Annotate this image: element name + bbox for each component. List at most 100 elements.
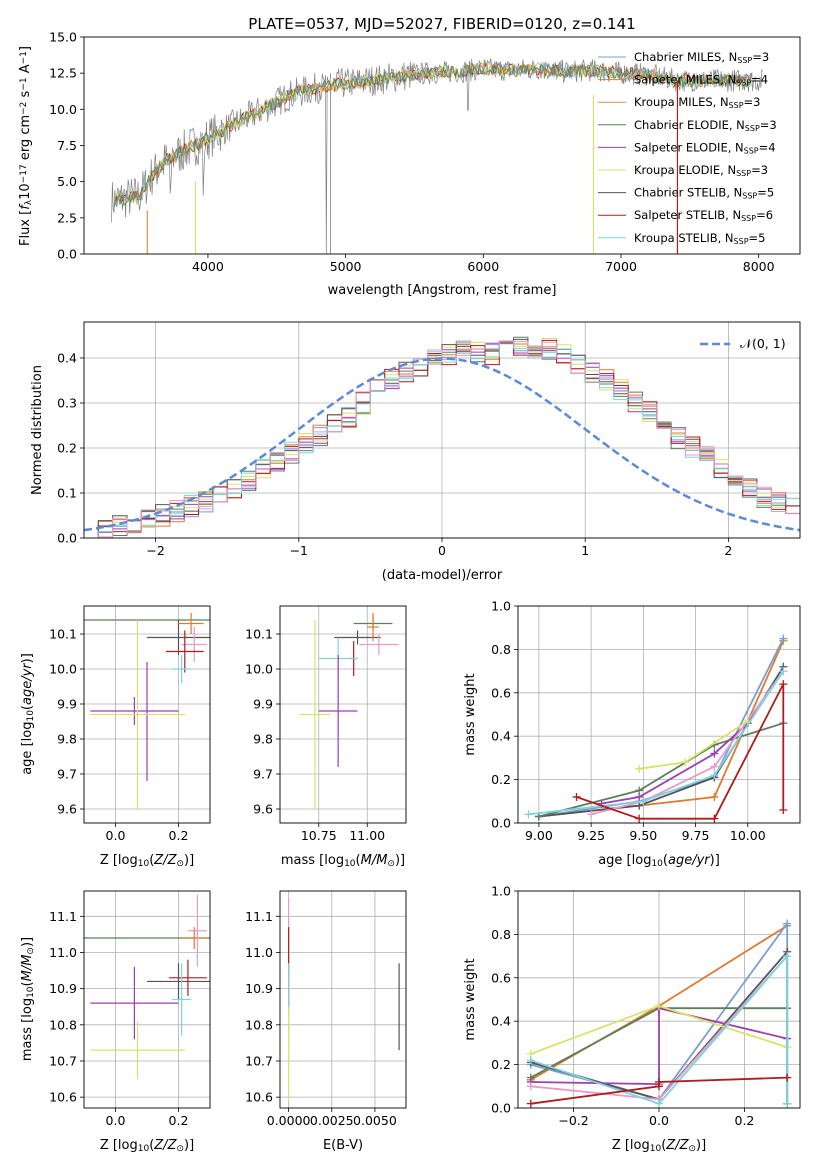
x-tick-label: 0.0050 (353, 1113, 397, 1128)
legend-label: Chabrier ELODIE, NSSP=3 (634, 118, 777, 133)
y-tick-label: 2.5 (57, 210, 77, 225)
x-tick-label: 0.2 (169, 1113, 189, 1128)
legend-label: Kroupa ELODIE, NSSP=3 (634, 163, 768, 178)
model-spectrum (113, 61, 753, 207)
y-tick-label: 11.1 (49, 909, 77, 924)
x-tick-label: 9.25 (577, 828, 605, 843)
y-tick-label: 0.4 (57, 351, 77, 366)
y-axis-label: Flux [fλ10−17 erg cm−2 s−1 A−1] (18, 46, 34, 246)
y-tick-label: 1.0 (491, 599, 511, 614)
errorbar-point (169, 959, 207, 996)
series-path (530, 953, 789, 1105)
y-tick-label: 9.7 (57, 767, 77, 782)
axes-frame-mass-weight-vs-age (517, 605, 801, 824)
series-marker (710, 762, 719, 771)
y-tick-label: 0.6 (491, 970, 511, 985)
y-tick-label: 0.2 (491, 1057, 511, 1072)
axes-age-vs-Z (80, 605, 211, 827)
y-tick-label: 10.7 (49, 1053, 77, 1068)
errorbar-point (147, 620, 210, 655)
series-path (590, 670, 785, 816)
series-marker (635, 814, 644, 823)
x-tick-label: 0.0025 (310, 1113, 354, 1128)
series-marker (783, 1073, 792, 1082)
errorbar-point (90, 1021, 185, 1080)
y-tick-label: 10.1 (245, 627, 273, 642)
y-tick-label: 9.9 (57, 697, 77, 712)
y-tick-label: 5.0 (57, 174, 77, 189)
series-marker (779, 634, 788, 643)
x-axis-label: wavelength [Angstrom, rest frame] (328, 283, 557, 298)
y-tick-label: 0.0 (57, 247, 77, 262)
x-axis-label: Z [log10(Z/Z⊙)] (100, 853, 194, 869)
errorbar-point (90, 620, 185, 809)
x-tick-label: 0 (438, 543, 446, 558)
y-tick-label: 9.9 (253, 697, 273, 712)
y-tick-label: 9.6 (57, 802, 77, 817)
y-tick-label: 10.7 (245, 1053, 273, 1068)
y-tick-label: 10.8 (245, 1017, 273, 1032)
y-tick-label: 10.9 (245, 981, 273, 996)
axes-frame-age-vs-mass (279, 605, 407, 824)
axes-frame-mass-weight-vs-Z (517, 890, 801, 1109)
x-tick-label: 6000 (467, 259, 499, 274)
y-tick-label: 11.1 (245, 909, 273, 924)
y-tick-label: 9.8 (253, 732, 273, 747)
legend-label: Kroupa MILES, NSSP=3 (634, 95, 760, 110)
y-tick-label: 0.1 (57, 486, 77, 501)
y-tick-label: 7.5 (57, 138, 77, 153)
axes-frame-spectrum (83, 36, 801, 255)
x-tick-label: 9.75 (682, 828, 710, 843)
plot-area-age-vs-mass (299, 613, 399, 809)
y-axis-label: mass weight (463, 673, 478, 755)
y-tick-label: 9.8 (57, 732, 77, 747)
y-tick-label: 10.1 (49, 627, 77, 642)
legend-label: Salpeter MILES, NSSP=4 (634, 73, 768, 88)
x-tick-label: 0.0 (106, 1113, 126, 1128)
series-path (528, 670, 785, 816)
legend-label: Salpeter ELODIE, NSSP=4 (634, 140, 776, 155)
errorbar-point (367, 613, 379, 641)
plot-area-age-vs-Z (84, 613, 210, 809)
series-marker (779, 667, 788, 676)
plot-area-mass-weight-vs-age (524, 634, 788, 823)
x-tick-label: 8000 (743, 259, 775, 274)
model-spectrum (113, 61, 753, 208)
plot-area-mass-vs-Z (84, 894, 210, 1080)
errorbar-point (359, 634, 399, 655)
series-marker (710, 771, 719, 780)
series-marker (635, 792, 644, 801)
series-line (534, 719, 788, 821)
plot-area-spectrum (111, 58, 763, 254)
x-tick-label: −0.2 (558, 1113, 588, 1128)
y-tick-label: 0.2 (57, 441, 77, 456)
x-axis-label: Z [log10(Z/Z⊙)] (612, 1138, 706, 1154)
x-tick-label: 1 (581, 543, 589, 558)
y-tick-label: 10.0 (49, 102, 77, 117)
legend-label: Chabrier STELIB, NSSP=5 (634, 186, 774, 201)
axes-mass-vs-Z (80, 890, 211, 1112)
series-marker (639, 797, 648, 806)
y-tick-label: 0.2 (491, 772, 511, 787)
x-axis-label: E(B-V) (323, 1138, 363, 1153)
series-marker (526, 1056, 535, 1065)
y-tick-label: 0.6 (491, 685, 511, 700)
x-tick-label: 4000 (192, 259, 224, 274)
errorbar-point (172, 963, 192, 1036)
errorbar-point (147, 963, 210, 1000)
series-marker (710, 814, 719, 823)
y-tick-label: 15.0 (49, 30, 77, 45)
series-path (538, 722, 784, 818)
series-marker (783, 1099, 792, 1108)
series-marker (783, 919, 792, 928)
x-tick-label: 0.2 (735, 1113, 755, 1128)
errorbar-point (178, 613, 204, 634)
errorbar-point (172, 655, 192, 683)
chart-title: PLATE=0537, MJD=52027, FIBERID=0120, z=0… (248, 15, 635, 33)
x-tick-label: −2 (146, 543, 164, 558)
series-marker (526, 1082, 535, 1091)
x-tick-label: 2 (724, 543, 732, 558)
y-tick-label: 10.8 (49, 1017, 77, 1032)
plot-area-mass-weight-vs-Z (526, 919, 792, 1108)
y-tick-label: 1.0 (491, 884, 511, 899)
